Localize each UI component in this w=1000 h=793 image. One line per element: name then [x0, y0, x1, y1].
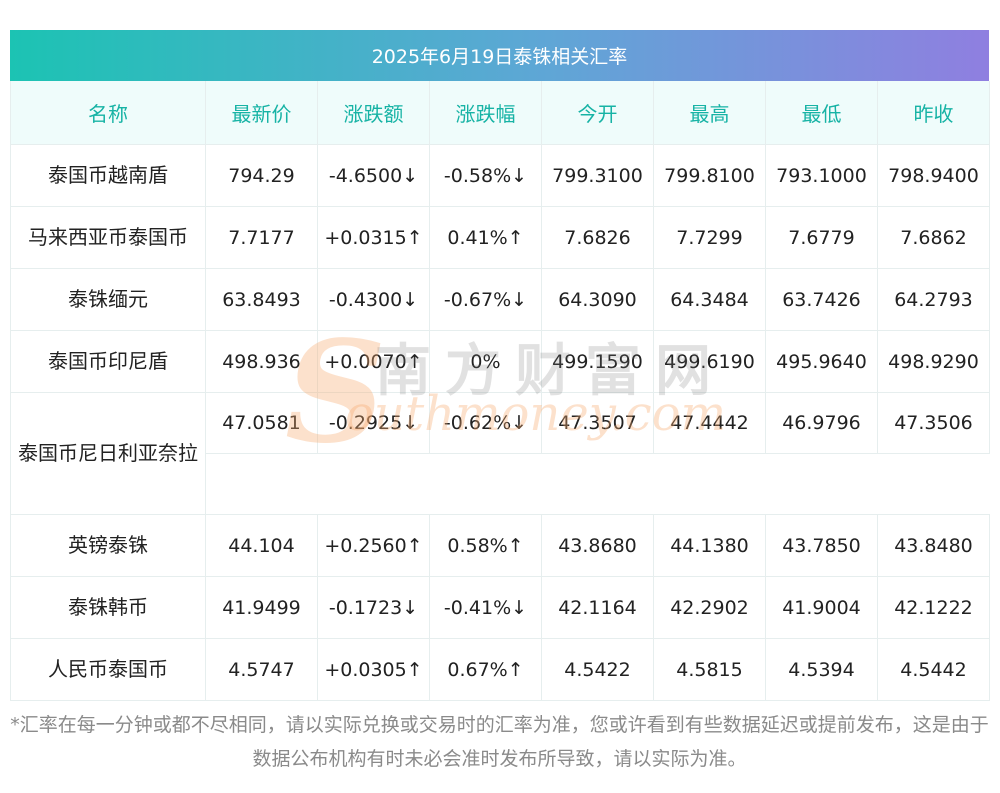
- currency-pair-name: 英镑泰铢: [10, 514, 206, 577]
- latest-price-cell: 4.5747: [205, 638, 318, 701]
- table-row: 马来西亚币泰国币 7.7177 +0.0315↑ 0.41%↑ 7.6826 7.7299…: [10, 206, 990, 269]
- table-row: 英镑泰铢 44.104 +0.2560↑ 0.58%↑ 43.8680 44.1380 43…: [10, 514, 990, 577]
- header-prev-close: 昨收: [877, 81, 990, 145]
- latest-price-cell: 44.104: [205, 514, 318, 577]
- table-title: 2025年6月19日泰铢相关汇率: [10, 30, 989, 81]
- low-price-cell: 63.7426: [765, 268, 878, 331]
- low-price-cell: 793.1000: [765, 144, 878, 207]
- change-amount-cell: -0.1723↓: [317, 576, 430, 639]
- change-percent-cell: 0.58%↑: [429, 514, 542, 577]
- table-row-continuation: [11, 453, 990, 515]
- open-price-cell: 42.1164: [541, 576, 654, 639]
- currency-pair-name: 泰国币越南盾: [10, 144, 206, 207]
- prev-close-cell: 64.2793: [877, 268, 990, 331]
- latest-price-cell: 794.29: [205, 144, 318, 207]
- empty-continuation-cell: [205, 453, 990, 515]
- header-open: 今开: [541, 81, 654, 145]
- change-percent-cell: -0.41%↓: [429, 576, 542, 639]
- latest-price-cell: 7.7177: [205, 206, 318, 269]
- latest-price-cell: 498.936: [205, 330, 318, 393]
- change-amount-cell: +0.2560↑: [317, 514, 430, 577]
- latest-price-cell: 41.9499: [205, 576, 318, 639]
- open-price-cell: 7.6826: [541, 206, 654, 269]
- open-price-cell: 64.3090: [541, 268, 654, 331]
- table-header-row: 名称 最新价 涨跌额 涨跌幅 今开 最高 最低 昨收: [10, 81, 990, 145]
- currency-pair-name: 泰铢韩币: [10, 576, 206, 639]
- change-amount-cell: -0.4300↓: [317, 268, 430, 331]
- change-percent-cell: 0.67%↑: [429, 638, 542, 701]
- prev-close-cell: 47.3506: [877, 392, 990, 454]
- low-price-cell: 46.9796: [765, 392, 878, 454]
- high-price-cell: 42.2902: [653, 576, 766, 639]
- change-amount-cell: -0.2925↓: [317, 392, 430, 454]
- low-price-cell: 4.5394: [765, 638, 878, 701]
- header-change: 涨跌额: [317, 81, 430, 145]
- high-price-cell: 64.3484: [653, 268, 766, 331]
- currency-pair-name: 泰国币印尼盾: [10, 330, 206, 393]
- low-price-cell: 41.9004: [765, 576, 878, 639]
- table-row: 泰国币印尼盾 498.936 +0.0070↑ 0% 499.1590 499.6190 4…: [10, 330, 990, 393]
- prev-close-cell: 7.6862: [877, 206, 990, 269]
- table-row: 泰国币尼日利亚奈拉 47.0581 -0.2925↓ -0.62%↓ 47.3507 47…: [10, 392, 990, 515]
- disclaimer-footnote: *汇率在每一分钟或都不尽相同，请以实际兑换或交易时的汇率为准，您或许看到有些数据…: [10, 714, 989, 770]
- change-amount-cell: +0.0305↑: [317, 638, 430, 701]
- change-percent-cell: 0.41%↑: [429, 206, 542, 269]
- prev-close-cell: 4.5442: [877, 638, 990, 701]
- low-price-cell: 43.7850: [765, 514, 878, 577]
- header-low: 最低: [765, 81, 878, 145]
- high-price-cell: 4.5815: [653, 638, 766, 701]
- table-row: 泰铢缅元 63.8493 -0.4300↓ -0.67%↓ 64.3090 64.3484…: [10, 268, 990, 331]
- low-price-cell: 495.9640: [765, 330, 878, 393]
- high-price-cell: 44.1380: [653, 514, 766, 577]
- change-amount-cell: +0.0070↑: [317, 330, 430, 393]
- prev-close-cell: 43.8480: [877, 514, 990, 577]
- change-percent-cell: 0%: [429, 330, 542, 393]
- latest-price-cell: 63.8493: [205, 268, 318, 331]
- table-row: 泰国币越南盾 794.29 -4.6500↓ -0.58%↓ 799.3100 799.8…: [10, 144, 990, 207]
- open-price-cell: 4.5422: [541, 638, 654, 701]
- header-high: 最高: [653, 81, 766, 145]
- currency-pair-name: 泰铢缅元: [10, 268, 206, 331]
- open-price-cell: 47.3507: [541, 392, 654, 454]
- prev-close-cell: 498.9290: [877, 330, 990, 393]
- header-latest: 最新价: [205, 81, 318, 145]
- change-percent-cell: -0.67%↓: [429, 268, 542, 331]
- high-price-cell: 799.8100: [653, 144, 766, 207]
- prev-close-cell: 798.9400: [877, 144, 990, 207]
- latest-price-cell: 47.0581: [205, 392, 318, 454]
- header-change-pct: 涨跌幅: [429, 81, 542, 145]
- exchange-rate-table: 名称 最新价 涨跌额 涨跌幅 今开 最高 最低 昨收 泰国币越南盾 794.29-…: [10, 81, 990, 701]
- high-price-cell: 7.7299: [653, 206, 766, 269]
- change-amount-cell: -4.6500↓: [317, 144, 430, 207]
- low-price-cell: 7.6779: [765, 206, 878, 269]
- high-price-cell: 499.6190: [653, 330, 766, 393]
- open-price-cell: 43.8680: [541, 514, 654, 577]
- open-price-cell: 499.1590: [541, 330, 654, 393]
- change-percent-cell: -0.62%↓: [429, 392, 542, 454]
- header-name: 名称: [10, 81, 206, 145]
- change-amount-cell: +0.0315↑: [317, 206, 430, 269]
- high-price-cell: 47.4442: [653, 392, 766, 454]
- open-price-cell: 799.3100: [541, 144, 654, 207]
- currency-pair-name: 马来西亚币泰国币: [10, 206, 206, 269]
- rates-panel: 2025年6月19日泰铢相关汇率 名称 最新价 涨跌额 涨跌幅 今开 最高 最低…: [10, 30, 990, 701]
- currency-pair-name: 泰国币尼日利亚奈拉: [10, 392, 206, 515]
- table-row: 人民币泰国币 4.5747 +0.0305↑ 0.67%↑ 4.5422 4.5815 4.…: [10, 638, 990, 701]
- table-row: 泰铢韩币 41.9499 -0.1723↓ -0.41%↓ 42.1164 42.2902…: [10, 576, 990, 639]
- change-percent-cell: -0.58%↓: [429, 144, 542, 207]
- prev-close-cell: 42.1222: [877, 576, 990, 639]
- currency-pair-name: 人民币泰国币: [10, 638, 206, 701]
